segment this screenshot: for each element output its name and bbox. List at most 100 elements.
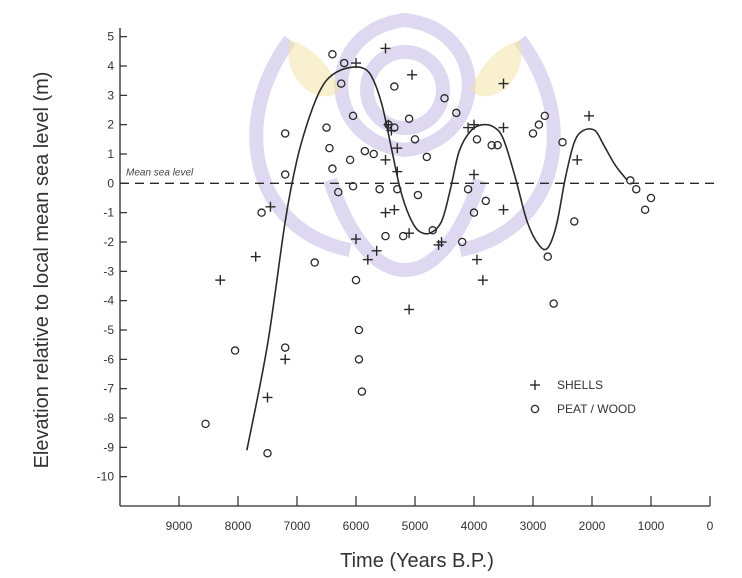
peat-wood-point: [354, 355, 364, 364]
peat-wood-point: [201, 419, 210, 429]
shell-point: [572, 154, 583, 165]
peat-wood-point: [348, 182, 358, 191]
peat-wood-point: [354, 325, 364, 335]
peat-wood-point: [570, 217, 579, 226]
peat-wood-point: [230, 346, 240, 355]
y-tick-label: -8: [103, 411, 114, 425]
peat-wood-point: [357, 387, 367, 396]
series-shells: [215, 43, 595, 403]
shell-point: [477, 275, 488, 286]
peat-wood-point: [413, 190, 423, 200]
shell-point: [469, 119, 479, 130]
x-tick-label: 8000: [225, 519, 252, 533]
shell-point: [498, 204, 509, 215]
peat-wood-point: [325, 143, 334, 153]
legend-shells-marker: [530, 380, 540, 390]
legend-peat-wood-marker: [530, 404, 540, 414]
peat-wood-point: [543, 252, 553, 261]
trend-curve: [246, 66, 629, 451]
legend: SHELLS PEAT / WOOD: [530, 378, 636, 416]
peat-wood-point: [360, 146, 370, 156]
sea-level-curve: [246, 66, 629, 451]
peat-wood-point: [263, 448, 272, 458]
peat-wood-point: [481, 196, 491, 206]
shell-point: [392, 166, 403, 177]
y-tick-label: -3: [103, 264, 114, 278]
peat-wood-point: [632, 184, 641, 194]
y-tick-label: -7: [103, 382, 114, 396]
peat-wood-point: [646, 193, 656, 203]
shell-point: [584, 110, 595, 121]
peat-wood-point: [404, 114, 414, 124]
y-axis-title: Elevation relative to local mean sea lev…: [31, 72, 53, 469]
mean-sea-level-line: Mean sea level: [120, 167, 714, 185]
peat-wood-point: [398, 231, 408, 241]
peat-wood-point: [469, 208, 479, 217]
data-points: [201, 43, 656, 458]
peat-wood-point: [336, 79, 346, 88]
peat-wood-point: [328, 164, 337, 173]
peat-wood-point: [345, 155, 355, 165]
peat-wood-point: [339, 58, 349, 68]
peat-wood-point: [334, 187, 343, 197]
peat-wood-point: [375, 184, 384, 194]
peat-wood-point: [280, 343, 290, 352]
peat-wood-point: [463, 184, 473, 194]
legend-shells-label: SHELLS: [557, 378, 603, 392]
x-tick-label: 2000: [579, 519, 606, 533]
peat-wood-point: [534, 120, 544, 129]
x-tick-label: 7000: [284, 519, 311, 533]
shell-point: [362, 254, 373, 265]
y-tick-label: 3: [107, 88, 114, 102]
shell-point: [380, 43, 391, 54]
x-tick-label: 9000: [166, 519, 193, 533]
peat-wood-point: [351, 275, 361, 285]
peat-wood-point: [493, 140, 502, 150]
shell-point: [351, 234, 361, 245]
shell-point: [392, 143, 403, 154]
x-tick-label: 3000: [520, 519, 547, 533]
x-tick-label: 1000: [638, 519, 665, 533]
shell-point: [380, 207, 391, 218]
shell-point: [215, 275, 226, 286]
legend-peat-wood-label: PEAT / WOOD: [557, 402, 636, 416]
y-tick-label: 4: [107, 59, 114, 73]
peat-wood-point: [440, 94, 449, 103]
y-tick-label: -4: [103, 294, 114, 308]
peat-wood-point: [328, 50, 337, 59]
y-tick-label: 5: [107, 30, 114, 44]
peat-wood-point: [549, 299, 558, 308]
x-tick-label: 5000: [402, 519, 429, 533]
x-tick-label: 6000: [343, 519, 370, 533]
peat-wood-point: [390, 82, 399, 91]
shell-point: [498, 122, 509, 133]
y-tick-label: -2: [103, 235, 114, 249]
peat-wood-point: [452, 108, 461, 118]
x-tick-label: 0: [707, 519, 714, 533]
peat-wood-point: [410, 135, 420, 144]
peat-wood-point: [257, 208, 266, 217]
peat-wood-point: [540, 111, 550, 121]
peat-wood-point: [280, 129, 290, 138]
peat-wood-point: [280, 170, 290, 179]
shell-point: [262, 392, 273, 403]
y-tick-label: -10: [97, 470, 115, 484]
peat-wood-point: [472, 135, 482, 144]
x-axis-title: Time (Years B.P.): [340, 550, 494, 572]
shell-point: [280, 354, 291, 365]
y-tick-label: 2: [107, 118, 114, 132]
peat-wood-point: [487, 140, 496, 150]
shell-point: [471, 254, 482, 265]
peat-wood-point: [626, 176, 635, 185]
shell-point: [250, 251, 261, 262]
peat-wood-point: [310, 258, 319, 267]
y-tick-label: -1: [103, 206, 114, 220]
peat-wood-point: [640, 205, 650, 214]
y-tick-label: -9: [103, 440, 114, 454]
mean-sea-level-label: Mean sea level: [126, 167, 194, 178]
y-tick-label: -6: [103, 352, 114, 366]
peat-wood-point: [528, 129, 538, 138]
shell-point: [407, 69, 418, 80]
shell-point: [351, 58, 361, 69]
